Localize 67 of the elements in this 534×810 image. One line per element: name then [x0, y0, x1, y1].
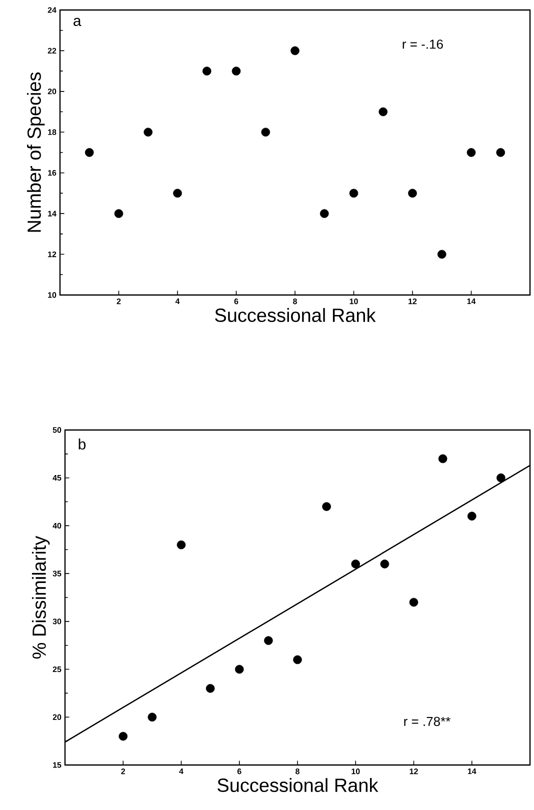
x-tick-label: 4 [175, 298, 180, 304]
y-tick-label: 50 [52, 427, 62, 433]
x-tick-label: 8 [296, 768, 300, 774]
y-tick-label: 25 [52, 666, 62, 672]
x-tick-label: 10 [350, 298, 358, 304]
x-tick-label: 14 [467, 298, 476, 304]
x-tick-label: 2 [121, 768, 126, 774]
x-axis-title: Successional Rank [218, 778, 378, 792]
point [496, 473, 506, 482]
x-tick-label: 10 [352, 768, 360, 774]
point [290, 46, 300, 56]
point [261, 128, 270, 137]
point [380, 560, 390, 568]
point [176, 540, 186, 550]
x-axis-title: Successional Rank [215, 308, 376, 322]
y-axis-title: % Dissimilarity [32, 536, 50, 659]
point [202, 66, 212, 76]
y-tick-label: 45 [52, 475, 62, 481]
point [378, 107, 388, 116]
y-tick-label: 12 [48, 251, 56, 258]
x-tick-label: 12 [410, 768, 418, 774]
point [206, 684, 215, 693]
point [409, 598, 418, 607]
y-tick-label: 14 [48, 210, 56, 216]
point [349, 188, 358, 198]
y-tick-label: 15 [53, 762, 62, 768]
point [144, 128, 153, 137]
x-tick-label: 12 [408, 298, 417, 304]
annotation: r = -.16 [402, 40, 443, 49]
point [232, 66, 241, 76]
x-tick-label: 6 [237, 768, 242, 774]
point [264, 636, 273, 645]
annotation: a [74, 18, 82, 26]
x-tick-label: 8 [293, 298, 297, 304]
y-tick-label: 22 [48, 48, 56, 54]
point [351, 560, 360, 568]
annotation: b [78, 438, 86, 450]
point [322, 502, 331, 511]
point [320, 209, 329, 218]
x-tick-label: 4 [179, 768, 184, 774]
y-axis-title: Number of Species [26, 72, 45, 232]
y-tick-label: 35 [52, 570, 62, 576]
y-tick-label: 20 [52, 714, 62, 720]
point [408, 188, 417, 198]
point [114, 209, 124, 218]
x-tick-label: 14 [468, 768, 476, 774]
point [118, 732, 128, 741]
point [84, 148, 94, 157]
y-tick-label: 24 [48, 7, 56, 13]
y-tick-label: 40 [52, 522, 62, 529]
point [438, 454, 448, 464]
point [234, 664, 244, 674]
point [173, 188, 182, 198]
x-tick-label: 6 [234, 298, 238, 304]
point [437, 250, 446, 259]
annotation: r = .78** [404, 716, 450, 726]
point [496, 148, 506, 157]
y-tick-label: 16 [48, 170, 56, 176]
y-tick-label: 10 [48, 292, 56, 298]
point [293, 655, 302, 664]
x-tick-label: 2 [116, 298, 121, 304]
point [467, 512, 476, 521]
y-tick-label: 18 [48, 129, 56, 135]
point [466, 148, 476, 157]
y-tick-label: 30 [52, 618, 62, 624]
point [148, 712, 157, 722]
y-tick-label: 20 [48, 88, 56, 94]
